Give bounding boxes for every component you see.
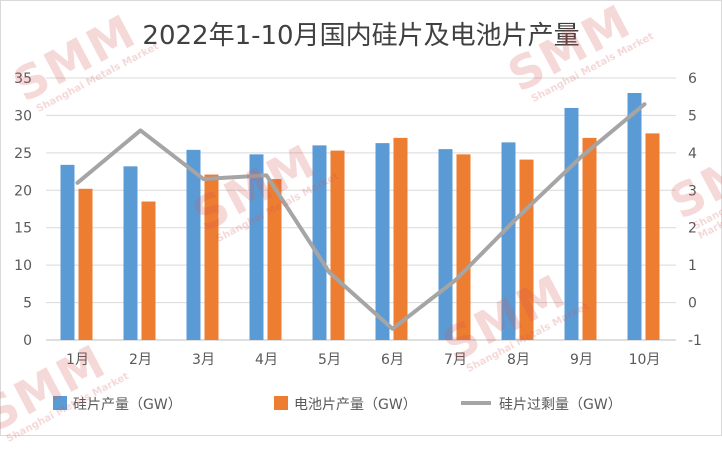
y-right-tick-label: 4 [688,146,697,162]
bar-wafer [186,149,201,340]
bar-cell [456,154,471,340]
bar-cell [645,133,660,340]
chart-title: 2022年1-10月国内硅片及电池片产量 [142,21,580,51]
bar-wafer [123,166,138,340]
legend-label: 硅片产量（GW） [73,397,182,413]
chart-svg: 0 5 10 15 20 25 30 35 -1 0 1 2 3 4 5 6 1月 2月 3月 4月 5月 6月 7月 8月 9… [14,71,702,413]
bar-wafer [249,154,264,340]
legend-swatch [53,396,67,410]
y-right-tick-label: 2 [688,221,697,237]
y-left-tick-label: 20 [14,183,32,199]
x-tick-label: 8月 [507,352,530,368]
bar-wafer [564,107,579,340]
bar-wafer [438,149,453,340]
y-left-tick-label: 15 [14,221,32,237]
bar-cell [204,174,219,340]
bar-wafer [501,142,516,340]
legend-label: 电池片产量（GW） [294,397,417,413]
x-tick-label: 5月 [318,352,341,368]
bar-wafer [312,145,327,340]
bar-wafer [627,92,642,340]
y-left-tick-label: 35 [14,71,32,87]
bar-cell [393,137,408,340]
x-tick-label: 4月 [255,352,278,368]
x-tick-label: 7月 [444,352,467,368]
y-right-tick-label: 3 [688,183,697,199]
bar-wafer [375,143,390,340]
y-left-tick-label: 0 [23,333,32,349]
x-tick-label: 2月 [129,352,152,368]
legend-swatch [274,396,288,410]
y-left-tick-label: 10 [14,258,32,274]
x-tick-label: 1月 [66,352,89,368]
bar-cell [78,188,93,340]
bar-cell [519,159,534,340]
x-tick-label: 3月 [192,352,215,368]
bar-cell [582,137,597,340]
y-right-tick-label: -1 [688,333,702,349]
x-tick-label: 10月 [629,352,661,368]
x-tick-label: 9月 [570,352,593,368]
y-right-tick-label: 1 [688,258,697,274]
x-tick-label: 6月 [381,352,404,368]
y-right-tick-label: 6 [688,71,697,87]
y-left-tick-label: 25 [14,146,32,162]
bar-wafer [60,164,75,340]
y-right-tick-label: 5 [688,108,697,124]
bar-cell [141,201,156,340]
bar-cell [330,150,345,340]
y-left-tick-label: 5 [23,296,32,312]
legend-label: 硅片过剩量（GW） [499,397,622,413]
series-line-surplus [75,102,647,331]
y-left-tick-label: 30 [14,108,32,124]
bar-cell [267,179,282,340]
y-right-tick-label: 0 [688,296,697,312]
